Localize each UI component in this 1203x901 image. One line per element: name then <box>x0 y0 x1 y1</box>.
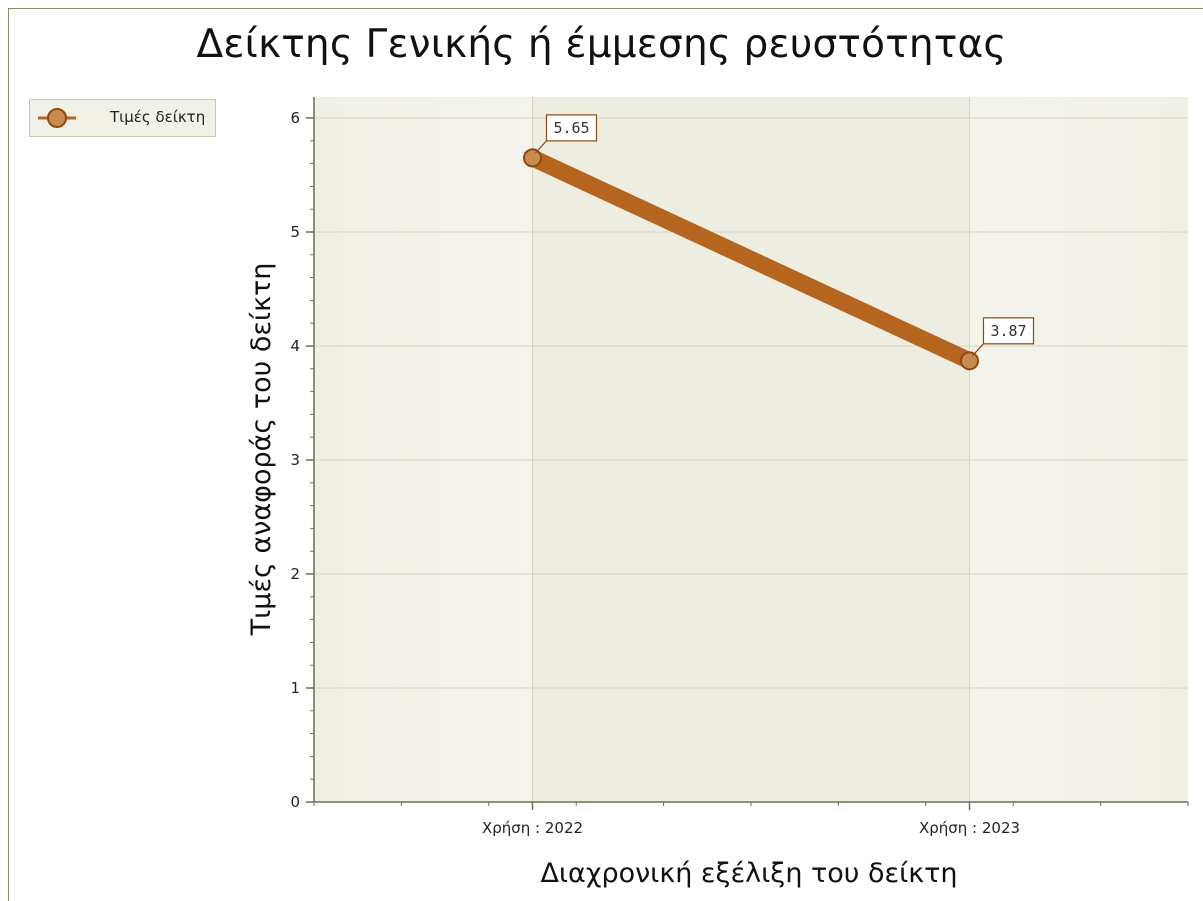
y-tick-label: 6 <box>290 109 300 127</box>
x-axis-title: Διαχρονική εξέλιξη του δείκτη <box>540 858 957 889</box>
data-label-box <box>545 114 598 142</box>
data-label: 5.65 <box>553 119 589 137</box>
y-tick-label: 4 <box>290 337 300 355</box>
legend: Τιμές δείκτη <box>29 99 216 137</box>
legend-label: Τιμές δείκτη <box>110 108 206 126</box>
series-line <box>524 149 978 370</box>
x-tick-label: Χρήση : 2022 <box>482 819 583 837</box>
y-tick-label: 0 <box>290 793 300 811</box>
chart-title: Δείκτης Γενικής ή έμμεσης ρευστότητας <box>196 22 1007 67</box>
data-point-marker <box>960 351 979 371</box>
y-tick-label: 1 <box>290 679 300 697</box>
y-tick-label: 2 <box>290 565 300 583</box>
legend-marker-icon <box>38 108 76 128</box>
data-label-leader <box>535 140 547 154</box>
y-axis-title: Τιμές αναφοράς του δείκτη <box>246 263 277 637</box>
data-label-box <box>982 317 1035 345</box>
category-band <box>532 97 970 802</box>
y-tick-label: 3 <box>290 451 300 469</box>
data-label: 3.87 <box>990 322 1026 340</box>
data-label-leader <box>972 343 984 357</box>
data-point-marker <box>523 148 542 168</box>
y-tick-label: 5 <box>290 223 300 241</box>
x-tick-label: Χρήση : 2023 <box>919 819 1020 837</box>
